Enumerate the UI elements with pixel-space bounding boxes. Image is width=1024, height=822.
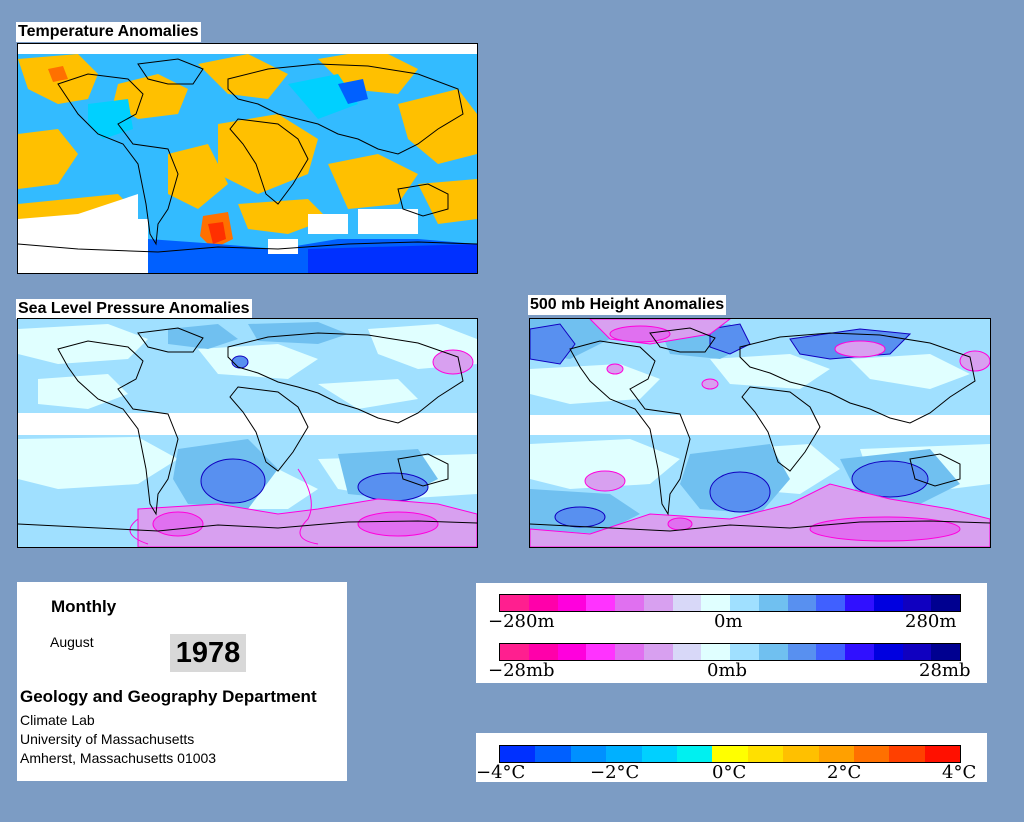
height500-map-title: 500 mb Height Anomalies: [528, 295, 727, 315]
year-label: 1978: [170, 634, 246, 672]
height-swatch-4: [615, 595, 644, 611]
height-slp-legend: −280m 0m 280m −28mb 0mb 28mb: [476, 583, 987, 683]
slp-swatch-13: [873, 644, 903, 660]
height-swatch-8: [730, 595, 759, 611]
info-panel: Monthly August 1978 Geology and Geograph…: [17, 582, 347, 781]
slp-swatch-7: [701, 644, 730, 660]
height-swatch-0: [500, 595, 529, 611]
height-legend-min: −280m: [488, 611, 555, 632]
slp-swatch-15: [931, 644, 960, 660]
slp-swatch-3: [586, 644, 615, 660]
height500-anomaly-map: [529, 318, 991, 548]
month-label: August: [50, 634, 94, 650]
slp-anomaly-map: [17, 318, 478, 548]
temp-legend-label-0: −4°C: [476, 762, 526, 783]
temp-swatch-9: [818, 746, 854, 762]
height-swatch-10: [787, 595, 817, 611]
slp-swatch-11: [816, 644, 845, 660]
temp-swatch-6: [712, 746, 748, 762]
temp-swatch-7: [747, 746, 784, 762]
temp-swatch-8: [783, 746, 819, 762]
slp-swatch-4: [615, 644, 644, 660]
address-label: Amherst, Massachusetts 01003: [20, 750, 217, 766]
height-swatch-13: [873, 595, 903, 611]
slp-legend-mid: 0mb: [707, 660, 748, 681]
height-swatch-7: [701, 595, 730, 611]
height-legend-mid: 0m: [714, 611, 743, 632]
slp-legend-min: −28mb: [488, 660, 555, 681]
temp-swatch-10: [853, 746, 890, 762]
university-label: University of Massachusetts: [20, 731, 195, 747]
height-colorbar: [499, 594, 961, 612]
temperature-legend: −4°C −2°C 0°C 2°C 4°C: [476, 733, 987, 782]
temp-swatch-12: [924, 746, 961, 762]
slp-map-title: Sea Level Pressure Anomalies: [16, 299, 252, 319]
slp-legend-max: 28mb: [919, 660, 971, 681]
temp-swatch-1: [535, 746, 571, 762]
temperature-anomaly-map: [17, 43, 478, 274]
slp-swatch-8: [730, 644, 759, 660]
slp-swatch-12: [845, 644, 874, 660]
height-legend-max: 280m: [905, 611, 957, 632]
temp-swatch-3: [606, 746, 642, 762]
height-swatch-11: [816, 595, 845, 611]
slp-swatch-14: [902, 644, 932, 660]
slp-swatch-2: [557, 644, 587, 660]
height-swatch-6: [672, 595, 702, 611]
height-swatch-15: [931, 595, 960, 611]
slp-swatch-5: [643, 644, 673, 660]
slp-colorbar: [499, 643, 961, 661]
height-swatch-14: [902, 595, 932, 611]
slp-swatch-6: [672, 644, 702, 660]
temp-swatch-4: [641, 746, 677, 762]
slp-swatch-9: [758, 644, 788, 660]
height-swatch-2: [557, 595, 587, 611]
temperature-map-title: Temperature Anomalies: [16, 22, 201, 42]
temperature-colorbar: [499, 745, 961, 763]
height-swatch-9: [758, 595, 788, 611]
temp-swatch-2: [570, 746, 607, 762]
slp-swatch-10: [787, 644, 817, 660]
temp-legend-label-4: 4°C: [942, 762, 977, 783]
lab-label: Climate Lab: [20, 712, 95, 728]
temp-swatch-0: [500, 746, 536, 762]
height-swatch-1: [528, 595, 558, 611]
height-swatch-3: [586, 595, 615, 611]
temp-swatch-11: [889, 746, 925, 762]
slp-swatch-1: [528, 644, 558, 660]
temp-legend-label-1: −2°C: [590, 762, 640, 783]
temp-legend-label-3: 2°C: [827, 762, 862, 783]
temp-legend-label-2: 0°C: [712, 762, 747, 783]
height-swatch-5: [643, 595, 673, 611]
period-label: Monthly: [51, 597, 117, 616]
height-swatch-12: [845, 595, 874, 611]
department-label: Geology and Geography Department: [20, 687, 317, 706]
temp-swatch-5: [676, 746, 713, 762]
slp-swatch-0: [500, 644, 529, 660]
